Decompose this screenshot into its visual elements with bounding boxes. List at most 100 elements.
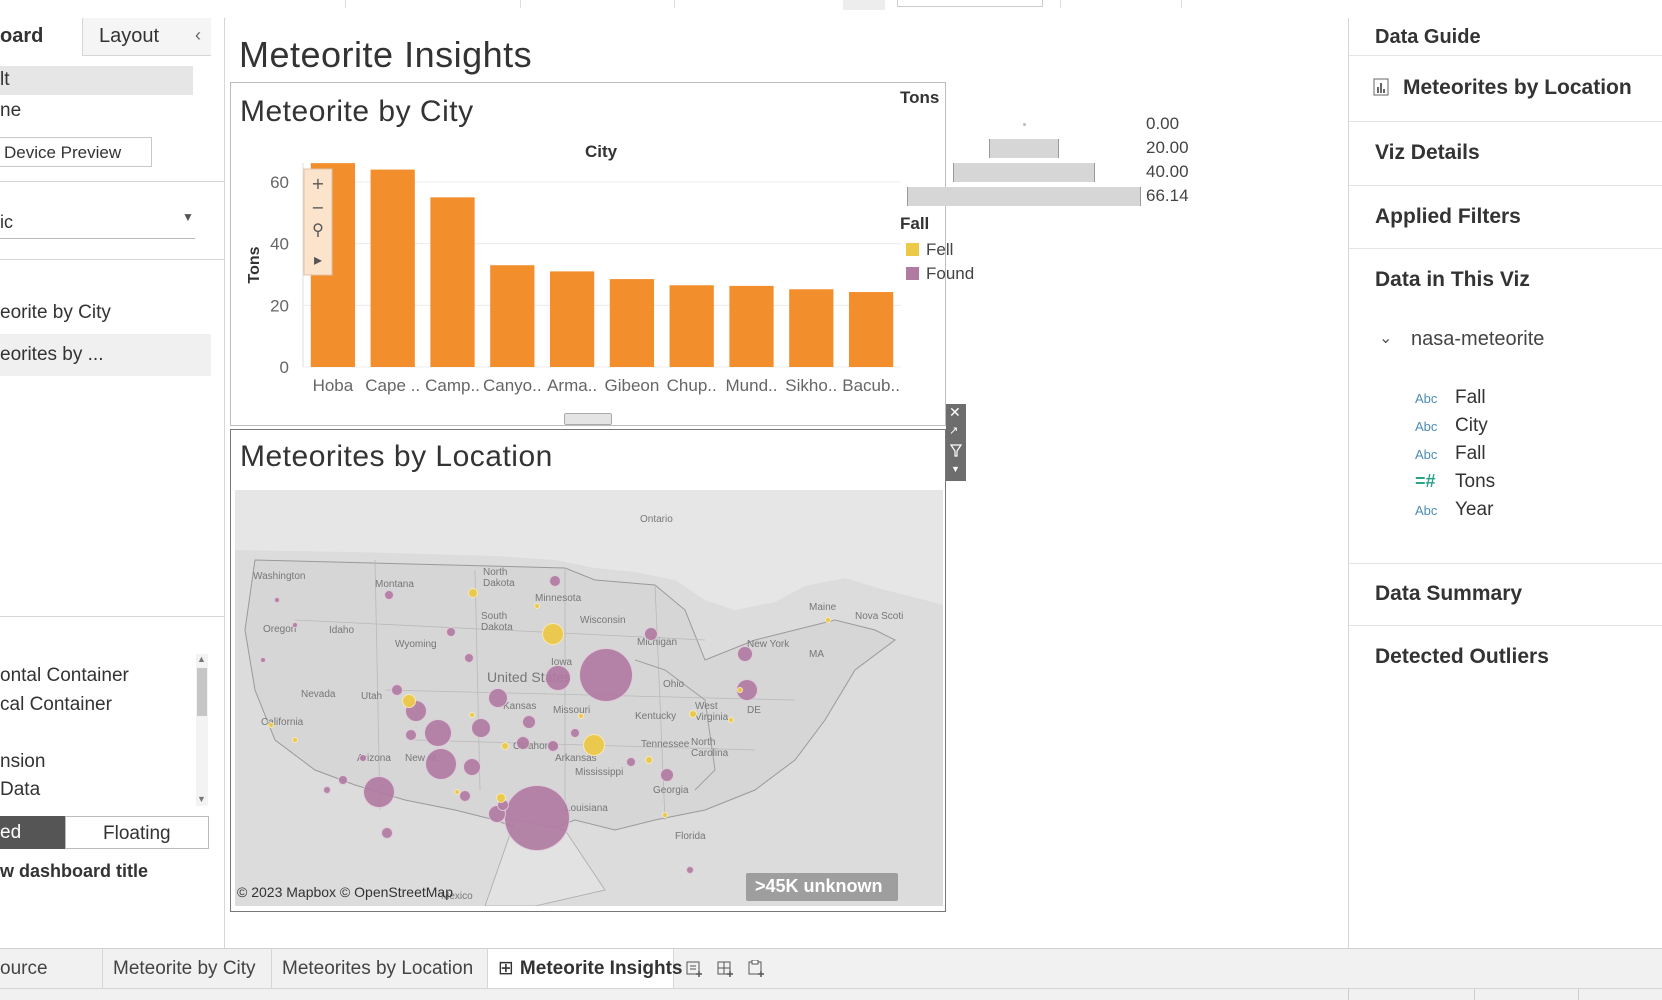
map-point-fell[interactable] [825, 617, 831, 623]
tiled-toggle[interactable]: ed [0, 816, 65, 849]
close-icon[interactable]: ✕ [949, 404, 961, 420]
bar-camp[interactable] [430, 197, 475, 367]
pin-icon[interactable]: ⚲ [312, 220, 324, 239]
filter-icon[interactable] [949, 444, 963, 458]
map-point-found[interactable] [464, 653, 474, 663]
resize-handle[interactable] [564, 413, 612, 425]
toolbar-dropdown[interactable] [897, 0, 1043, 7]
map-point-found[interactable] [644, 627, 658, 641]
tab-meteorite-insights[interactable]: ⊞ Meteorite Insights [488, 949, 683, 989]
tab-meteorite-by-city[interactable]: Meteorite by City [103, 949, 272, 989]
bar-bacub[interactable] [848, 292, 894, 367]
map-point-fell[interactable] [402, 694, 416, 708]
map-point-found[interactable] [384, 590, 394, 600]
map-point-found[interactable] [549, 575, 561, 587]
map-point-found[interactable] [338, 775, 348, 785]
map-point-found[interactable] [260, 657, 266, 663]
go-to-sheet-icon[interactable]: ↗ [949, 425, 959, 437]
bar-canyo[interactable] [490, 265, 535, 367]
map-point-found[interactable] [471, 718, 491, 738]
map-point-fell[interactable] [292, 737, 298, 743]
map-point-found[interactable] [660, 768, 674, 782]
section-detected-outliers[interactable]: Detected Outliers [1375, 645, 1549, 668]
map-point-found[interactable] [545, 665, 571, 691]
map-point-fell[interactable] [578, 713, 584, 719]
map-point-found[interactable] [488, 688, 508, 708]
section-applied-filters[interactable]: Applied Filters [1375, 205, 1521, 228]
zoom-out-icon[interactable]: − [311, 198, 324, 217]
scrollbar-thumb[interactable] [197, 668, 207, 716]
map-point-found[interactable] [522, 715, 536, 729]
map-point-fell[interactable] [737, 687, 743, 693]
map-point-fell[interactable] [662, 812, 668, 818]
map-point-found[interactable] [686, 866, 694, 874]
map-point-fell[interactable] [542, 623, 564, 645]
field-fall[interactable]: Abc Fall [1415, 387, 1486, 411]
field-fall[interactable]: Abc Fall [1415, 443, 1486, 467]
map-point-found[interactable] [547, 740, 559, 752]
new-worksheet-icon[interactable] [686, 960, 704, 978]
map-point-fell[interactable] [496, 793, 506, 803]
bar-mund[interactable] [729, 285, 774, 367]
object-vertical-container[interactable]: cal Container [0, 694, 112, 715]
current-sheet-name[interactable]: Meteorites by Location [1403, 76, 1632, 99]
datasource-name[interactable]: nasa-meteorite [1411, 328, 1545, 350]
collapse-icon[interactable]: ‹ [195, 25, 201, 45]
map-point-found[interactable] [504, 785, 570, 851]
map-point-found[interactable] [459, 790, 471, 802]
map-point-fell[interactable] [645, 756, 653, 764]
field-tons[interactable]: =# Tons [1415, 471, 1495, 495]
section-data-in-viz[interactable]: Data in This Viz [1375, 268, 1530, 291]
map-point-found[interactable] [737, 646, 753, 662]
map-point-found[interactable] [381, 827, 393, 839]
map-point-found[interactable] [405, 729, 417, 741]
map-point-found[interactable] [736, 679, 758, 701]
bar-cape[interactable] [370, 169, 415, 367]
chevron-down-icon[interactable]: ⌄ [1379, 330, 1393, 347]
object-data[interactable]: Data [0, 779, 41, 800]
tab-layout[interactable]: Layout ‹ [82, 18, 211, 56]
new-story-icon[interactable] [748, 959, 766, 978]
bar-chup[interactable] [669, 285, 714, 367]
tab-dashboard[interactable]: oard [0, 18, 82, 57]
bar-gibeon[interactable] [609, 279, 655, 367]
scroll-down-icon[interactable]: ▼ [197, 794, 206, 804]
map-point-found[interactable] [425, 748, 457, 780]
map[interactable]: Ontario Washington Montana North Dakota Minn… [235, 490, 943, 906]
map-point-found[interactable] [626, 757, 636, 767]
more-options-icon[interactable]: ▼ [951, 464, 960, 474]
map-point-found[interactable] [463, 758, 481, 776]
tab-meteorites-by-location[interactable]: Meteorites by Location [272, 949, 488, 989]
map-zone[interactable]: Meteorites by Location Ontario Washington… [230, 429, 946, 912]
map-point-fell[interactable] [689, 710, 697, 718]
scrollbar[interactable]: ▲ ▼ [196, 654, 208, 806]
map-point-found[interactable] [424, 719, 452, 747]
floating-toggle[interactable]: Floating [65, 816, 209, 849]
map-point-fell[interactable] [454, 789, 460, 795]
tab-data-source[interactable]: ource [0, 949, 103, 989]
zoom-in-icon[interactable]: + [311, 174, 324, 193]
map-point-found[interactable] [391, 684, 403, 696]
map-point-found[interactable] [570, 728, 580, 738]
scroll-up-icon[interactable]: ▲ [197, 654, 206, 664]
section-data-summary[interactable]: Data Summary [1375, 582, 1523, 605]
size-select[interactable]: ic ▼ [0, 208, 195, 239]
size-option-label[interactable]: ne [0, 100, 22, 121]
map-attribution[interactable]: © 2023 Mapbox © OpenStreetMap [237, 884, 453, 900]
new-dashboard-icon[interactable] [717, 960, 735, 978]
map-point-found[interactable] [446, 627, 456, 637]
section-viz-details[interactable]: Viz Details [1375, 141, 1480, 164]
bar-arma[interactable] [549, 271, 595, 367]
map-point-found[interactable] [363, 776, 395, 808]
bar-sikho[interactable] [789, 289, 834, 367]
map-point-fell[interactable] [534, 603, 540, 609]
map-point-found[interactable] [516, 736, 530, 750]
object-extension[interactable]: nsion [0, 751, 46, 772]
sheet-list-item[interactable]: eorite by City [0, 295, 211, 333]
sheet-list-item[interactable]: eorites by ... [0, 334, 211, 376]
expand-icon[interactable]: ▸ [314, 250, 322, 269]
bar-chart-zone[interactable]: Meteorite by City 0 20 40 60 Tons City Hoba Cap… [230, 82, 946, 426]
map-point-found[interactable] [323, 786, 331, 794]
map-point-fell[interactable] [501, 742, 509, 750]
map-point-fell[interactable] [583, 734, 605, 756]
